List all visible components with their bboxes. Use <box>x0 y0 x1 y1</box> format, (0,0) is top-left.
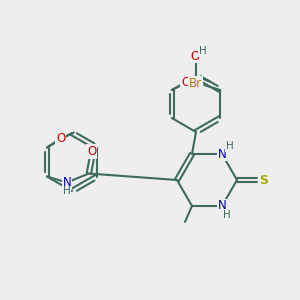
Text: N: N <box>218 200 226 212</box>
Text: H: H <box>63 187 71 196</box>
Text: O: O <box>87 145 97 158</box>
Text: Br: Br <box>189 76 202 89</box>
Text: H: H <box>199 46 207 56</box>
Text: N: N <box>62 176 71 189</box>
Text: O: O <box>181 76 190 88</box>
Text: H: H <box>223 210 231 220</box>
Text: O: O <box>190 50 200 62</box>
Text: H: H <box>226 141 234 151</box>
Text: S: S <box>260 173 268 187</box>
Text: N: N <box>218 148 226 160</box>
Text: O: O <box>56 132 65 145</box>
